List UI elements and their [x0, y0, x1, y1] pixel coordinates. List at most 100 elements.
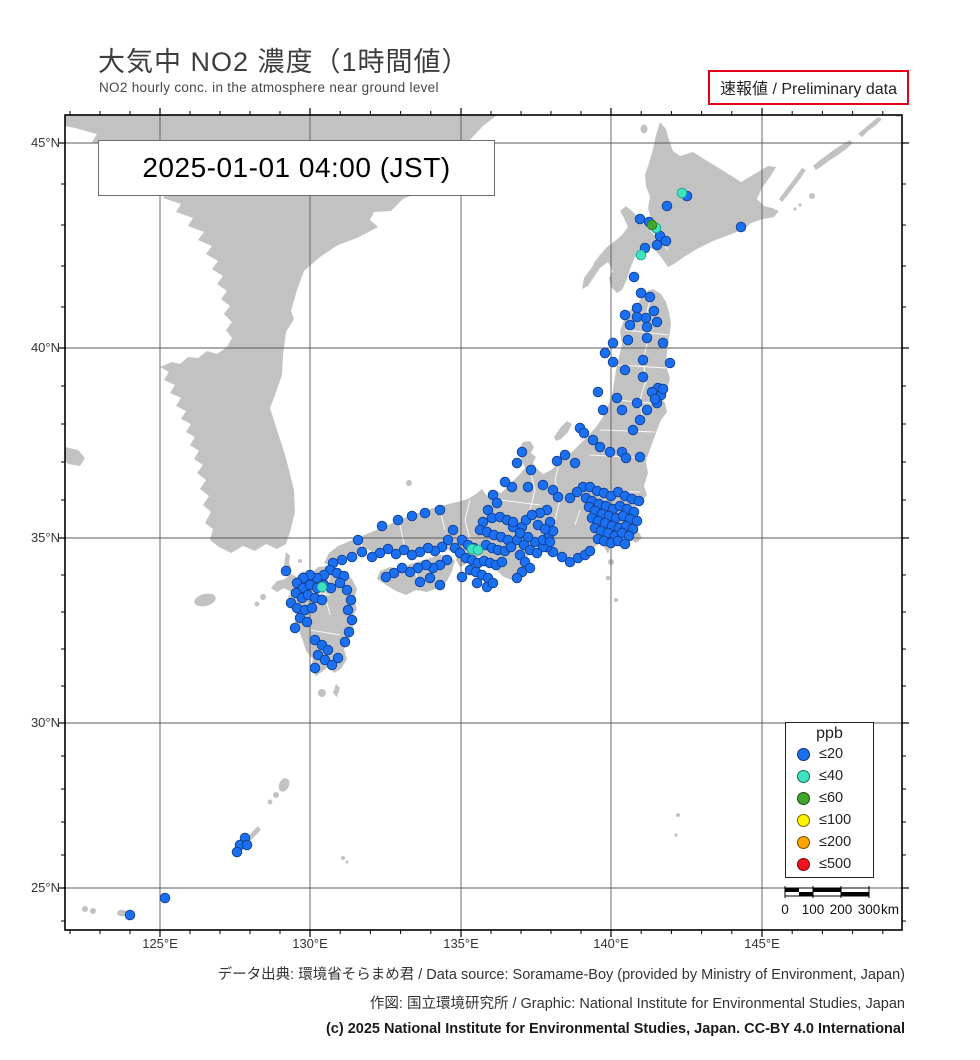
station-dot-blue	[334, 577, 346, 589]
scale-bar-number: 0	[781, 902, 789, 917]
station-dot-blue	[620, 452, 632, 464]
station-dot-blue	[634, 451, 646, 463]
station-dot-blue	[657, 383, 669, 395]
station-dot-blue	[447, 524, 459, 536]
station-dot-blue	[631, 311, 643, 323]
station-dot-blue	[380, 571, 392, 583]
station-dot-blue	[456, 571, 468, 583]
legend-entry-label: ≤100	[819, 812, 852, 828]
station-dot-blue	[309, 634, 321, 646]
island-habomai-1	[798, 203, 802, 207]
station-dot-blue	[531, 547, 543, 559]
station-dot-blue	[651, 316, 663, 328]
station-dot-blue	[604, 446, 616, 458]
station-dot-blue	[631, 302, 643, 314]
lat-label: 40°N	[30, 340, 60, 355]
station-dot-blue	[356, 546, 368, 558]
station-dot-blue	[392, 514, 404, 526]
station-dot-blue	[507, 516, 519, 528]
lon-label: 135°E	[443, 936, 479, 951]
island-izu-3	[614, 598, 618, 602]
station-dot-blue	[346, 551, 358, 563]
station-dot-blue	[326, 659, 338, 671]
station-dot-blue	[124, 909, 136, 921]
station-dot-blue	[584, 545, 596, 557]
station-dot-blue	[607, 337, 619, 349]
station-dot-blue	[664, 357, 676, 369]
station-dot-blue	[514, 549, 526, 561]
footer-data-source: データ出典: 環境省そらまめ君 / Data source: Soramame-…	[217, 967, 905, 983]
station-dot-blue	[624, 319, 636, 331]
station-dot-blue	[345, 594, 357, 606]
station-dot-cyan	[676, 187, 688, 199]
station-dot-blue	[661, 200, 673, 212]
station-dot-blue	[342, 604, 354, 616]
island-urup	[858, 117, 882, 137]
station-dot-blue	[526, 509, 538, 521]
station-dot-blue	[419, 507, 431, 519]
station-dot-blue	[611, 392, 623, 404]
island-ogasawara-2	[674, 833, 678, 837]
legend-row: ≤60	[786, 787, 873, 809]
station-dot-blue	[442, 534, 454, 546]
legend-box: ppb ≤20 ≤40 ≤60 ≤100 ≤200 ≤500	[785, 722, 874, 878]
station-dot-blue	[390, 548, 402, 560]
japan-no2-map	[58, 108, 909, 937]
island-miyako	[117, 909, 127, 917]
lon-label: 125°E	[142, 936, 178, 951]
station-dot-blue	[341, 584, 353, 596]
station-dot-blue	[641, 404, 653, 416]
station-dot-blue	[657, 337, 669, 349]
island-rishiri	[640, 124, 648, 134]
station-dot-blue	[231, 846, 243, 858]
station-dot-blue	[599, 347, 611, 359]
legend-color-dot	[797, 769, 810, 783]
station-dot-blue	[592, 386, 604, 398]
island-okinoerabu	[267, 799, 273, 805]
island-jeju	[194, 593, 216, 607]
legend-color-dot	[797, 791, 810, 805]
station-dot-blue	[644, 291, 656, 303]
station-dot-blue	[159, 892, 171, 904]
island-kunashiri	[779, 168, 806, 202]
graticule-lines	[65, 115, 902, 930]
legend-row: ≤500	[786, 853, 873, 875]
station-dot-blue	[641, 321, 653, 333]
lat-label: 30°N	[30, 715, 60, 730]
station-dot-blue	[514, 527, 526, 539]
island-amami	[278, 778, 290, 792]
scale-bar: 0 100 200 300 km	[778, 884, 908, 920]
lon-label: 130°E	[292, 936, 328, 951]
preliminary-data-badge: 速報値 / Preliminary data	[708, 70, 909, 105]
station-dot-blue	[414, 576, 426, 588]
station-dot-blue	[539, 523, 551, 535]
station-dot-blue	[619, 364, 631, 376]
island-yakushima	[318, 689, 326, 697]
legend-row: ≤100	[786, 809, 873, 831]
station-dot-blue	[522, 481, 534, 493]
station-dots-layer	[124, 187, 747, 921]
legend-entry-label: ≤40	[819, 768, 844, 784]
station-dot-blue	[280, 565, 292, 577]
station-dot-blue	[241, 839, 253, 851]
station-dot-blue	[547, 484, 559, 496]
station-dot-blue	[525, 464, 537, 476]
station-dot-blue	[634, 414, 646, 426]
station-dot-blue	[366, 551, 378, 563]
station-dot-blue	[651, 239, 663, 251]
lat-label: 45°N	[30, 135, 60, 150]
station-dot-blue	[556, 551, 568, 563]
station-dot-blue	[511, 572, 523, 584]
station-dot-blue	[627, 424, 639, 436]
station-dot-blue	[640, 312, 652, 324]
station-dot-blue	[641, 332, 653, 344]
lat-label: 35°N	[30, 530, 60, 545]
island-iturup	[813, 140, 853, 170]
station-dot-blue	[376, 520, 388, 532]
station-dot-blue	[511, 457, 523, 469]
island-ishigaki	[90, 908, 96, 914]
island-daito-2	[345, 860, 349, 864]
station-dot-blue	[607, 356, 619, 368]
station-dot-blue	[346, 614, 358, 626]
legend-entry-label: ≤200	[819, 834, 852, 850]
